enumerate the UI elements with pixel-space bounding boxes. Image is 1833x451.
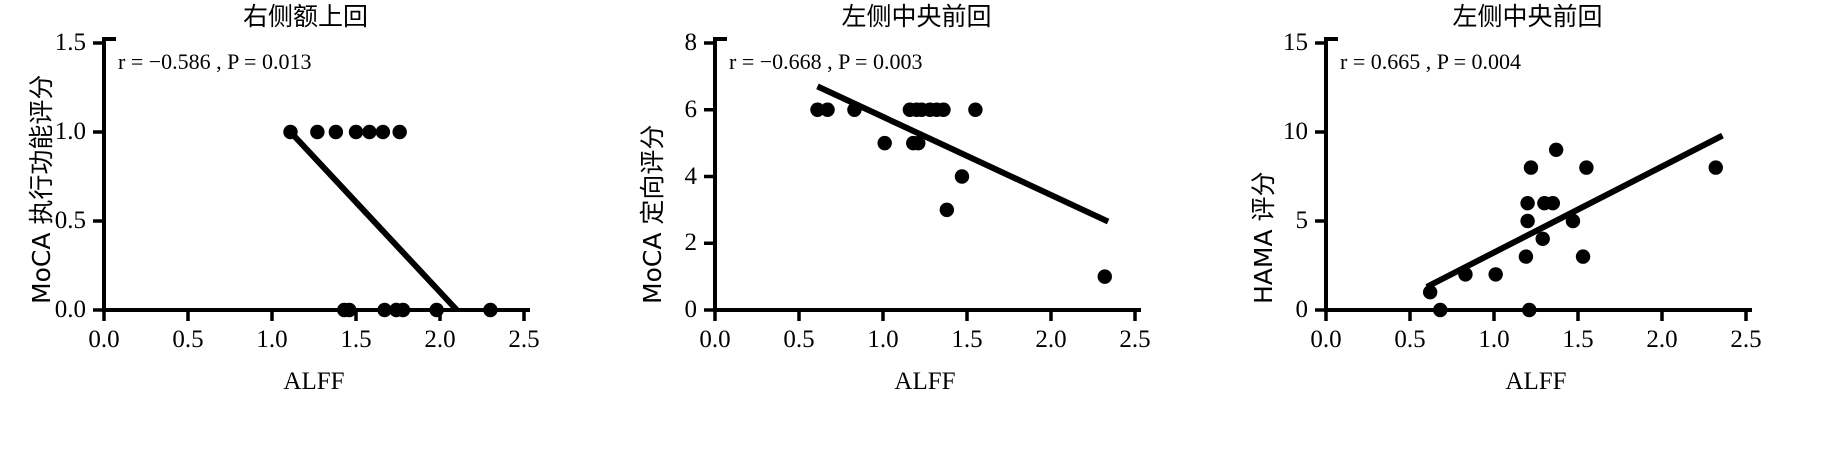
data-point bbox=[362, 124, 377, 140]
x-tick-label: 0.5 bbox=[1394, 326, 1426, 353]
panel-title: 右侧额上回 bbox=[242, 2, 368, 31]
x-tick-label: 0.5 bbox=[783, 326, 815, 353]
y-tick-label: 15 bbox=[1283, 29, 1308, 56]
data-point bbox=[328, 124, 344, 140]
x-tick-label: 2.5 bbox=[1730, 326, 1762, 353]
y-tick-label: 1.5 bbox=[54, 29, 86, 56]
x-tick-label: 1.0 bbox=[867, 326, 899, 353]
data-point bbox=[1548, 142, 1564, 157]
data-point bbox=[375, 124, 391, 140]
data-point bbox=[1422, 285, 1438, 300]
data-point bbox=[1579, 160, 1594, 175]
data-point bbox=[810, 102, 825, 117]
data-point bbox=[877, 135, 892, 151]
x-tick-label: 0.0 bbox=[1310, 326, 1342, 353]
correlation-stats-label: r = 0.665 , P = 0.004 bbox=[1340, 49, 1522, 74]
x-tick-label: 2.0 bbox=[424, 326, 456, 353]
x-tick-label: 1.0 bbox=[256, 326, 288, 353]
data-point bbox=[1708, 160, 1723, 175]
correlation-stats-label: r = −0.668 , P = 0.003 bbox=[729, 49, 923, 74]
data-point bbox=[968, 102, 983, 117]
data-point bbox=[348, 124, 364, 140]
data-point bbox=[1522, 302, 1537, 318]
x-tick-label: 2.5 bbox=[508, 326, 540, 353]
data-point bbox=[1523, 160, 1539, 175]
y-tick-label: 6 bbox=[684, 95, 698, 123]
data-point bbox=[377, 302, 392, 318]
x-axis-title: ALFF bbox=[1505, 368, 1567, 395]
data-point bbox=[1520, 196, 1535, 211]
y-tick-label: 0 bbox=[1295, 296, 1309, 323]
data-point bbox=[1520, 213, 1535, 229]
data-point bbox=[820, 102, 835, 117]
scatter-panel: 左侧中央前回 r = 0.665 , P = 0.004 0.0 0.5 1.0 1.5 2… bbox=[1222, 0, 1833, 451]
x-tick-label: 0.0 bbox=[88, 326, 120, 353]
data-point bbox=[911, 135, 926, 151]
data-point bbox=[936, 102, 951, 117]
x-tick-label: 1.5 bbox=[1562, 326, 1594, 353]
y-axis-title: MoCA 执行功能评分 bbox=[27, 74, 56, 304]
x-axis-title: ALFF bbox=[283, 368, 345, 395]
y-tick-label: 5 bbox=[1295, 207, 1309, 234]
data-point bbox=[1535, 231, 1550, 246]
y-axis-title: MoCA 定向评分 bbox=[638, 124, 667, 304]
regression-line bbox=[1425, 132, 1724, 290]
y-tick-label: 0.5 bbox=[54, 207, 86, 234]
data-point bbox=[939, 202, 955, 218]
plot-canvas bbox=[704, 37, 1141, 321]
x-tick-label: 1.0 bbox=[1478, 326, 1510, 353]
y-axis-title: HAMA 评分 bbox=[1249, 171, 1278, 304]
regression-line bbox=[816, 83, 1110, 225]
y-tick-label: 0.0 bbox=[54, 296, 86, 323]
y-tick-label: 10 bbox=[1283, 118, 1308, 145]
data-point bbox=[1488, 267, 1503, 282]
data-point bbox=[1458, 267, 1473, 282]
data-point bbox=[847, 102, 862, 117]
data-point bbox=[483, 302, 498, 318]
x-tick-label: 1.5 bbox=[340, 326, 372, 353]
regression-line bbox=[288, 129, 459, 313]
data-point bbox=[429, 302, 444, 318]
scatter-panel: 右侧额上回 r = −0.586 , P = 0.013 0.0 0.5 1.0 1.5 2… bbox=[0, 0, 611, 451]
plot-canvas bbox=[1315, 37, 1752, 321]
data-point bbox=[395, 302, 411, 318]
data-point bbox=[1545, 196, 1560, 211]
x-tick-label: 2.5 bbox=[1119, 326, 1151, 353]
data-point bbox=[283, 124, 298, 140]
panel-title: 左侧中央前回 bbox=[1452, 2, 1603, 31]
x-tick-label: 0.5 bbox=[172, 326, 204, 353]
data-point bbox=[310, 124, 325, 140]
scatter-panel: 左侧中央前回 r = −0.668 , P = 0.003 0.0 0.5 1.0 1.5… bbox=[611, 0, 1222, 451]
data-point bbox=[1097, 269, 1112, 284]
x-axis-title: ALFF bbox=[894, 368, 956, 395]
data-point bbox=[342, 302, 357, 318]
y-tick-label: 1.0 bbox=[54, 118, 86, 145]
data-point bbox=[1575, 249, 1591, 264]
panel-title: 左侧中央前回 bbox=[841, 2, 992, 31]
plot-canvas bbox=[93, 37, 530, 321]
y-tick-label: 2 bbox=[684, 229, 698, 257]
y-tick-label: 4 bbox=[684, 162, 698, 190]
data-point bbox=[392, 124, 407, 140]
y-tick-label: 0 bbox=[684, 296, 698, 323]
x-tick-label: 1.5 bbox=[951, 326, 983, 353]
correlation-stats-label: r = −0.586 , P = 0.013 bbox=[118, 49, 312, 74]
data-point bbox=[1433, 302, 1448, 318]
data-point bbox=[1565, 213, 1581, 229]
y-tick-label: 8 bbox=[684, 29, 698, 56]
x-tick-label: 2.0 bbox=[1035, 326, 1067, 353]
x-tick-label: 2.0 bbox=[1646, 326, 1678, 353]
x-tick-label: 0.0 bbox=[699, 326, 731, 353]
data-point bbox=[954, 169, 970, 184]
data-point bbox=[1518, 249, 1534, 264]
